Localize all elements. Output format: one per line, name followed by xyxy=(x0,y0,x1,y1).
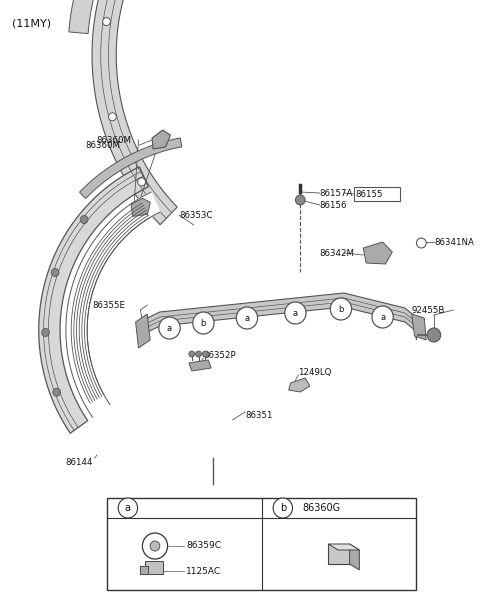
Text: a: a xyxy=(244,313,250,322)
Circle shape xyxy=(108,113,116,121)
Polygon shape xyxy=(39,167,148,433)
Text: a: a xyxy=(125,503,131,513)
Circle shape xyxy=(203,351,208,357)
Text: 86353C: 86353C xyxy=(179,210,213,219)
Circle shape xyxy=(138,178,145,186)
Polygon shape xyxy=(80,138,182,199)
Bar xyxy=(354,187,400,201)
Text: 86157A: 86157A xyxy=(320,189,353,197)
Bar xyxy=(145,561,163,574)
Text: b: b xyxy=(201,319,206,327)
Circle shape xyxy=(189,351,195,357)
Text: 86360M: 86360M xyxy=(85,140,120,150)
Circle shape xyxy=(193,312,214,334)
Polygon shape xyxy=(66,192,160,417)
Text: 86144: 86144 xyxy=(66,457,94,466)
Polygon shape xyxy=(152,130,170,149)
Polygon shape xyxy=(349,544,360,570)
Circle shape xyxy=(285,302,306,324)
Circle shape xyxy=(295,195,305,205)
Circle shape xyxy=(143,533,168,559)
Circle shape xyxy=(427,328,441,342)
Polygon shape xyxy=(363,242,392,264)
Bar xyxy=(107,498,417,590)
Circle shape xyxy=(330,298,351,320)
Text: 92455B: 92455B xyxy=(412,305,445,314)
Text: 86359C: 86359C xyxy=(186,541,221,550)
Text: 86341NA: 86341NA xyxy=(434,237,474,246)
Polygon shape xyxy=(69,0,188,34)
Circle shape xyxy=(42,329,49,337)
Text: b: b xyxy=(280,503,286,513)
Circle shape xyxy=(51,268,59,276)
Text: 86360G: 86360G xyxy=(302,503,340,513)
Circle shape xyxy=(273,498,292,518)
Polygon shape xyxy=(141,566,148,574)
Text: 86355E: 86355E xyxy=(92,300,125,310)
Text: 1249LQ: 1249LQ xyxy=(299,368,332,376)
Circle shape xyxy=(159,317,180,339)
Polygon shape xyxy=(131,199,150,216)
Polygon shape xyxy=(189,360,211,371)
Text: a: a xyxy=(293,308,298,318)
Text: 86342M: 86342M xyxy=(320,248,355,257)
Circle shape xyxy=(236,307,258,329)
Polygon shape xyxy=(288,378,310,392)
Circle shape xyxy=(372,306,393,328)
Text: (11MY): (11MY) xyxy=(12,18,51,28)
Text: 86351: 86351 xyxy=(245,411,273,419)
Text: 86360M: 86360M xyxy=(97,135,132,145)
Polygon shape xyxy=(412,314,426,340)
Circle shape xyxy=(53,388,60,396)
Polygon shape xyxy=(92,0,271,225)
Text: 86156: 86156 xyxy=(320,200,347,210)
Polygon shape xyxy=(328,544,360,550)
Circle shape xyxy=(196,351,202,357)
Text: 1125AC: 1125AC xyxy=(186,566,221,576)
Bar xyxy=(328,544,349,564)
Polygon shape xyxy=(136,314,150,348)
Polygon shape xyxy=(144,293,417,340)
Text: b: b xyxy=(338,305,344,313)
Circle shape xyxy=(80,216,88,224)
Circle shape xyxy=(103,18,110,26)
Text: 86352P: 86352P xyxy=(204,351,236,359)
Text: 86155: 86155 xyxy=(356,189,383,199)
Text: a: a xyxy=(380,313,385,321)
Circle shape xyxy=(417,238,426,248)
Text: a: a xyxy=(167,324,172,332)
Circle shape xyxy=(118,498,138,518)
Circle shape xyxy=(150,541,160,551)
